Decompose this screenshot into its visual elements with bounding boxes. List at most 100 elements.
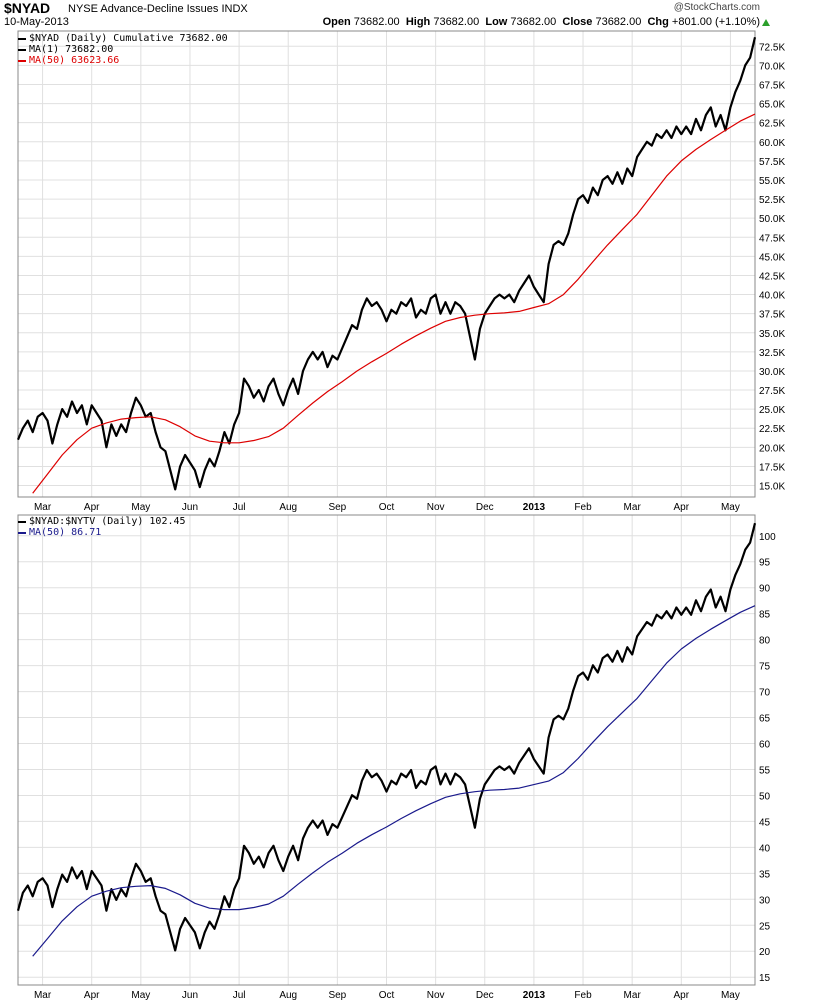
y-tick-label: 22.5K: [759, 424, 785, 435]
y-tick-label: 85: [759, 610, 771, 621]
high-value: 73682.00: [433, 16, 480, 28]
y-tick-label: 35: [759, 869, 771, 880]
y-tick-label: 25.0K: [759, 405, 785, 416]
legend-text: MA(50) 86.71: [29, 527, 102, 538]
ohlc-readout: Open 73682.00 High 73682.00 Low 73682.00…: [323, 16, 760, 28]
y-tick-label: 25: [759, 921, 771, 932]
y-tick-label: 50.0K: [759, 214, 785, 225]
legend-text: MA(50) 63623.66: [29, 55, 120, 66]
y-tick-label: 37.5K: [759, 310, 785, 321]
up-arrow-icon: [762, 19, 770, 26]
y-tick-label: 20.0K: [759, 443, 785, 454]
x-tick-label: May: [721, 502, 740, 513]
x-tick-label: Aug: [279, 502, 297, 513]
x-tick-label: 2013: [523, 990, 546, 1000]
y-tick-label: 65: [759, 714, 771, 725]
y-tick-label: 67.5K: [759, 80, 785, 91]
x-tick-label: Mar: [624, 502, 642, 513]
symbol-description: NYSE Advance-Decline Issues INDX: [68, 3, 248, 15]
series-line: [32, 113, 756, 494]
close-value: 73682.00: [595, 16, 642, 28]
low-value: 73682.00: [510, 16, 557, 28]
y-tick-label: 100: [759, 532, 776, 543]
y-tick-label: 42.5K: [759, 271, 785, 282]
symbol-title: $NYAD: [4, 0, 51, 16]
panel-frame: [17, 514, 756, 986]
y-tick-label: 55: [759, 765, 771, 776]
y-tick-label: 47.5K: [759, 233, 785, 244]
y-tick-label: 15: [759, 973, 771, 984]
y-tick-label: 70.0K: [759, 61, 785, 72]
x-tick-label: Apr: [674, 990, 690, 1000]
x-tick-label: Mar: [34, 502, 52, 513]
y-tick-label: 40: [759, 843, 771, 854]
legend-swatch: [18, 37, 26, 40]
x-tick-label: Sep: [328, 990, 346, 1000]
x-tick-label: Nov: [427, 990, 445, 1000]
y-tick-label: 30.0K: [759, 367, 785, 378]
y-tick-label: 32.5K: [759, 348, 785, 359]
legend-entry-ma1: MA(1) 73682.00: [18, 44, 228, 55]
panel1-legend: $NYAD (Daily) Cumulative 73682.00 MA(1) …: [18, 33, 228, 66]
y-tick-label: 60.0K: [759, 138, 785, 149]
y-tick-label: 60: [759, 740, 771, 751]
x-tick-label: Aug: [279, 990, 297, 1000]
y-tick-label: 50: [759, 791, 771, 802]
legend-entry-ma50: MA(50) 86.71: [18, 527, 186, 538]
legend-swatch: [18, 520, 26, 523]
y-tick-label: 62.5K: [759, 119, 785, 130]
x-tick-label: May: [721, 990, 740, 1000]
x-tick-label: Apr: [84, 502, 100, 513]
panel-frame: [17, 30, 756, 498]
legend-text: $NYAD:$NYTV (Daily) 102.45: [29, 516, 186, 527]
legend-text: $NYAD (Daily) Cumulative 73682.00: [29, 33, 228, 44]
legend-swatch: [18, 531, 26, 534]
x-tick-label: May: [131, 990, 150, 1000]
y-tick-label: 72.5K: [759, 42, 785, 53]
y-tick-label: 80: [759, 636, 771, 647]
legend-swatch: [18, 59, 26, 62]
y-tick-label: 57.5K: [759, 157, 785, 168]
y-tick-label: 40.0K: [759, 291, 785, 302]
x-tick-label: Dec: [476, 990, 494, 1000]
x-tick-label: Feb: [574, 502, 592, 513]
y-tick-label: 20: [759, 947, 771, 958]
x-tick-label: Feb: [574, 990, 592, 1000]
legend-text: MA(1) 73682.00: [29, 44, 114, 55]
series-line: [16, 522, 757, 952]
legend-swatch: [18, 48, 26, 51]
y-tick-label: 52.5K: [759, 195, 785, 206]
x-tick-label: Apr: [674, 502, 690, 513]
high-label: High: [405, 16, 431, 28]
chart-date: 10-May-2013: [4, 16, 69, 28]
x-tick-label: May: [131, 502, 150, 513]
y-tick-label: 75: [759, 662, 771, 673]
y-tick-label: 70: [759, 688, 771, 699]
y-tick-label: 45.0K: [759, 252, 785, 263]
open-label: Open: [322, 16, 351, 28]
legend-entry-ratio: $NYAD:$NYTV (Daily) 102.45: [18, 516, 186, 527]
x-tick-label: 2013: [523, 502, 546, 513]
series-line: [32, 605, 756, 957]
y-tick-label: 35.0K: [759, 329, 785, 340]
x-tick-label: Sep: [328, 502, 346, 513]
legend-entry-ma50: MA(50) 63623.66: [18, 55, 228, 66]
y-tick-label: 30: [759, 895, 771, 906]
y-tick-label: 45: [759, 817, 771, 828]
y-tick-label: 55.0K: [759, 176, 785, 187]
x-tick-label: Jul: [233, 502, 246, 513]
x-tick-label: Apr: [84, 990, 100, 1000]
low-label: Low: [485, 16, 508, 28]
x-tick-label: Oct: [379, 502, 395, 513]
series-line: [16, 36, 757, 491]
panel2-legend: $NYAD:$NYTV (Daily) 102.45 MA(50) 86.71: [18, 516, 186, 538]
x-tick-label: Oct: [379, 990, 395, 1000]
chg-value: +801.00 (+1.10%): [671, 16, 760, 28]
x-tick-label: Mar: [34, 990, 52, 1000]
x-tick-label: Jul: [233, 990, 246, 1000]
x-tick-label: Dec: [476, 502, 494, 513]
close-label: Close: [562, 16, 593, 28]
chg-label: Chg: [647, 16, 669, 28]
copyright-text[interactable]: @StockCharts.com: [673, 2, 760, 13]
